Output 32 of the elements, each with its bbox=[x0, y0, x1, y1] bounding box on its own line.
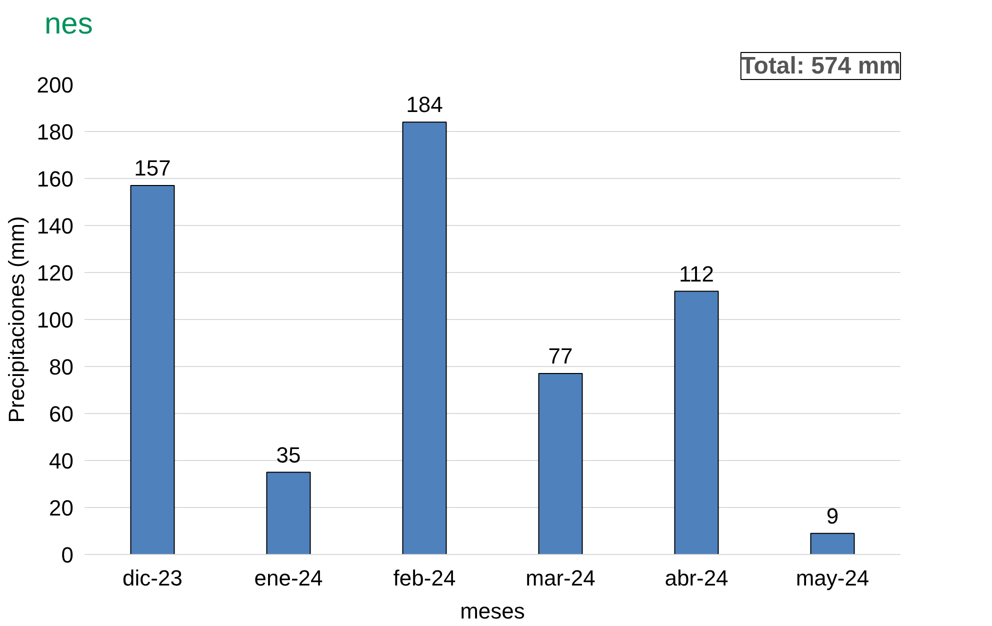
data-label: 77 bbox=[548, 344, 573, 369]
y-tick-label: 60 bbox=[49, 402, 74, 426]
y-tick-label: 180 bbox=[36, 120, 74, 144]
y-tick-label: 40 bbox=[49, 448, 74, 474]
y-tick-label: 80 bbox=[49, 354, 74, 380]
y-tick-label: 20 bbox=[49, 496, 74, 520]
x-axis-title: meses bbox=[460, 598, 525, 624]
bar bbox=[810, 532, 855, 554]
data-label: 35 bbox=[276, 442, 301, 468]
bar bbox=[130, 185, 175, 554]
data-label: 9 bbox=[826, 503, 839, 528]
bar bbox=[266, 472, 311, 554]
data-label: 184 bbox=[406, 92, 443, 118]
x-tick-label: feb-24 bbox=[393, 566, 456, 590]
data-label: 112 bbox=[678, 261, 714, 286]
bar bbox=[538, 373, 583, 554]
x-tick-label: dic-23 bbox=[122, 566, 182, 590]
chart-title: nes bbox=[44, 8, 93, 40]
data-label: 157 bbox=[134, 156, 171, 181]
x-tick-label: abr-24 bbox=[664, 566, 728, 590]
y-tick-label: 140 bbox=[36, 214, 74, 238]
y-tick-label: 160 bbox=[36, 166, 74, 192]
y-axis-title: Precipitaciones (mm) bbox=[4, 216, 29, 423]
bar bbox=[402, 122, 447, 554]
x-tick-label: ene-24 bbox=[254, 566, 323, 590]
y-tick-label: 100 bbox=[36, 308, 74, 332]
bar bbox=[674, 290, 719, 554]
x-tick-label: may-24 bbox=[796, 566, 870, 590]
y-tick-label: 200 bbox=[36, 72, 74, 98]
y-tick-label: 0 bbox=[61, 542, 74, 568]
x-tick-label: mar-24 bbox=[526, 566, 596, 590]
y-tick-label: 120 bbox=[36, 260, 74, 286]
